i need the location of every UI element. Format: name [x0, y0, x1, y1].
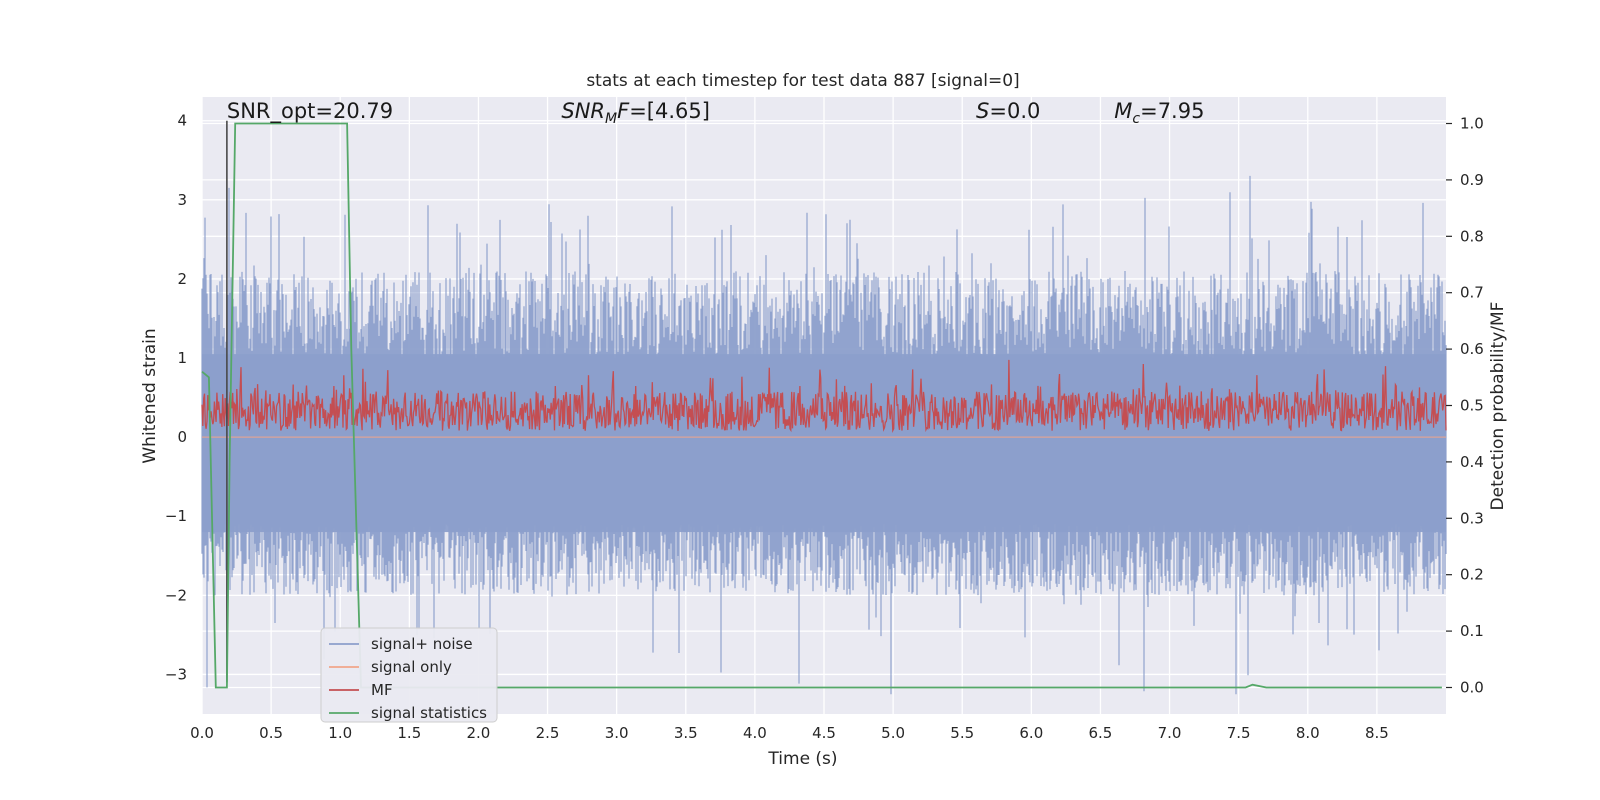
y-tick-label-right: 0.7	[1460, 284, 1484, 302]
legend-label: signal only	[371, 658, 452, 676]
y-tick-label-right: 0.2	[1460, 566, 1484, 584]
y-tick-label-right: 0.9	[1460, 171, 1484, 189]
y-tick-label-left: 2	[177, 270, 187, 288]
x-tick-label: 5.0	[881, 724, 905, 742]
x-tick-label: 7.0	[1158, 724, 1182, 742]
y-tick-label-right: 0.4	[1460, 453, 1484, 471]
annotations: SNR_opt=20.79 SNRMF=[4.65] S=0.0 Mc=7.95	[227, 99, 1205, 127]
series-signal-statistics	[201, 122, 1442, 689]
annotation-s-value: S=0.0	[976, 99, 1040, 123]
y-tick-label-left: −2	[165, 586, 187, 604]
y-tick-label-left: 1	[177, 349, 187, 367]
x-tick-label: 5.5	[950, 724, 974, 742]
legend-label: signal statistics	[371, 704, 487, 722]
y-axis-left-ticks: −3 −2 −1 0 1 2 3 4	[165, 112, 187, 684]
y-axis-label-left: Whitened strain	[140, 328, 160, 463]
y-tick-label-right: 0.5	[1460, 397, 1484, 415]
y-tick-label-left: 4	[177, 112, 187, 130]
legend-label: MF	[371, 681, 393, 699]
x-tick-label: 1.5	[397, 724, 421, 742]
series-mf	[201, 359, 1447, 434]
plot-area	[201, 97, 1447, 714]
series-signal-noise	[201, 175, 1447, 695]
y-axis-right-ticks: 0.0 0.1 0.2 0.3 0.4 0.5 0.6 0.7 0.8 0.9 1.0	[1446, 115, 1484, 696]
x-tick-label: 2.5	[536, 724, 560, 742]
x-tick-label: 6.5	[1089, 724, 1113, 742]
x-tick-label: 2.0	[467, 724, 491, 742]
y-tick-label-left: 3	[177, 191, 187, 209]
legend-label: signal+ noise	[371, 635, 473, 653]
x-tick-label: 3.0	[605, 724, 629, 742]
legend: signal+ noise signal only MF signal statist…	[320, 627, 498, 723]
y-tick-label-left: 0	[177, 428, 187, 446]
x-tick-label: 4.0	[743, 724, 767, 742]
annotation-snr-opt: SNR_opt=20.79	[227, 99, 393, 124]
y-tick-label-right: 0.1	[1460, 622, 1484, 640]
annotation-chirp-mass: Mc=7.95	[1114, 99, 1204, 127]
y-tick-label-right: 0.3	[1460, 509, 1484, 527]
y-tick-label-right: 0.8	[1460, 227, 1484, 245]
x-tick-label: 8.5	[1365, 724, 1389, 742]
mf-trace	[201, 359, 1447, 434]
x-tick-label: 1.0	[328, 724, 352, 742]
y-tick-label-right: 0.0	[1460, 678, 1484, 696]
x-tick-label: 0.0	[190, 724, 214, 742]
x-axis-ticks: 0.0 0.5 1.0 1.5 2.0 2.5 3.0 3.5 4.0 4.5 5.0 5.5 6.0 6…	[190, 724, 1389, 742]
x-tick-label: 6.0	[1019, 724, 1043, 742]
x-tick-label: 7.5	[1227, 724, 1251, 742]
legend-box	[320, 627, 498, 723]
y-axis-label-right: Detection probability/MF	[1488, 302, 1508, 511]
signal-noise-core	[202, 354, 1446, 533]
annotation-snr-mf: SNRMF=[4.65]	[561, 99, 710, 127]
y-tick-label-right: 1.0	[1460, 115, 1484, 133]
x-tick-label: 4.5	[812, 724, 836, 742]
y-tick-label-left: −3	[165, 665, 187, 683]
x-tick-label: 0.5	[259, 724, 283, 742]
x-tick-label: 3.5	[674, 724, 698, 742]
chart-title: stats at each timestep for test data 887…	[586, 71, 1019, 91]
x-tick-label: 8.0	[1296, 724, 1320, 742]
x-axis-label: Time (s)	[767, 749, 837, 769]
signal-statistics-line	[201, 122, 1442, 689]
y-tick-label-left: −1	[165, 507, 187, 525]
y-tick-label-right: 0.6	[1460, 340, 1484, 358]
